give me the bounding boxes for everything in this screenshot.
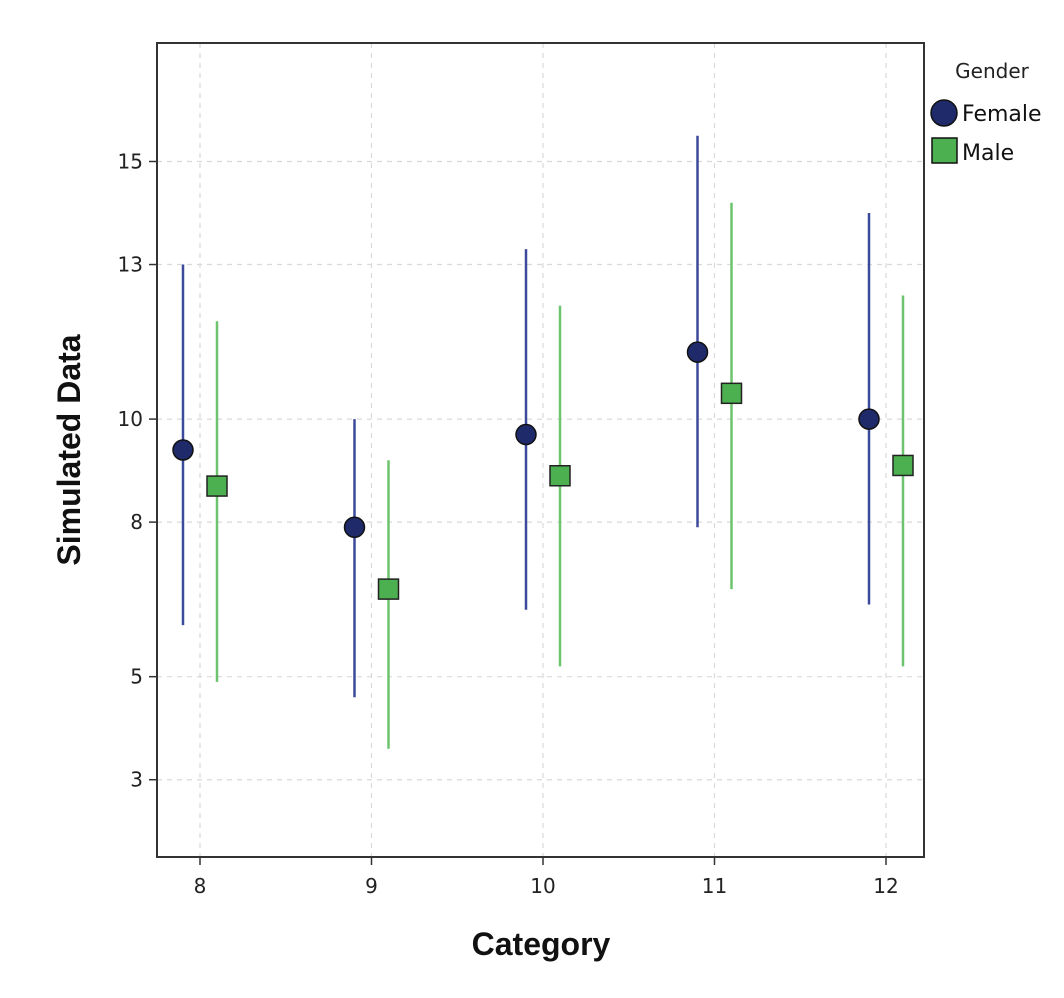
legend-male-marker bbox=[931, 137, 958, 164]
y-tick-label: 10 bbox=[118, 407, 143, 431]
x-axis-title: Category bbox=[472, 926, 611, 962]
male-point bbox=[206, 475, 228, 497]
y-axis: 3 5 8 10 13 15 bbox=[118, 149, 157, 792]
x-tick-label: 8 bbox=[194, 874, 207, 898]
male-point bbox=[720, 382, 743, 405]
x-axis: 8 9 10 11 12 bbox=[194, 857, 899, 898]
y-tick-label: 8 bbox=[130, 510, 143, 534]
x-tick-label: 10 bbox=[530, 874, 555, 898]
legend-male-label: Male bbox=[962, 141, 1014, 166]
data-markers bbox=[172, 341, 914, 600]
female-point bbox=[172, 439, 194, 461]
female-point bbox=[686, 341, 709, 363]
y-tick-label: 3 bbox=[130, 768, 143, 792]
y-axis-title: Simulated Data bbox=[51, 334, 87, 565]
y-tick-label: 5 bbox=[130, 665, 143, 689]
y-tick-label: 15 bbox=[118, 149, 143, 173]
y-tick-label: 13 bbox=[118, 253, 143, 277]
female-point bbox=[343, 516, 366, 539]
female-point bbox=[858, 408, 880, 430]
x-tick-label: 9 bbox=[365, 874, 378, 898]
male-point bbox=[377, 578, 400, 600]
x-tick-label: 12 bbox=[873, 874, 898, 898]
legend-female-label: Female bbox=[962, 102, 1042, 127]
legend: Gender Female Male bbox=[930, 59, 1042, 166]
x-tick-label: 11 bbox=[702, 874, 727, 898]
plot-frame bbox=[156, 42, 925, 858]
male-point bbox=[892, 454, 914, 477]
male-point bbox=[549, 465, 571, 487]
legend-female-marker bbox=[930, 99, 958, 127]
female-point bbox=[515, 423, 537, 446]
grid bbox=[157, 43, 924, 857]
legend-title: Gender bbox=[955, 59, 1029, 83]
